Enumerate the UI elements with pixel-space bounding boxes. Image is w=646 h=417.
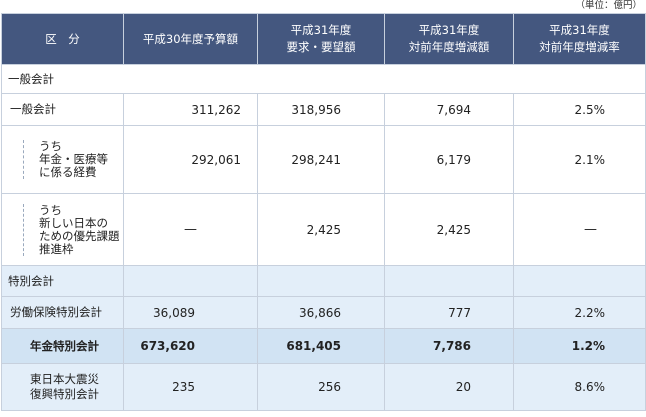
cell-pension-change: 7,786 xyxy=(384,328,514,364)
section-label-general: 一般会計 xyxy=(1,64,646,94)
budget-table: 区 分 平成30年度予算額 平成31年度 要求・要望額 平成31年度 対前年度増… xyxy=(1,13,646,411)
row-label-reconstruction: 東日本大震災 復興特別会計 xyxy=(1,363,124,411)
cell-pension-medical-request: 298,241 xyxy=(257,125,385,194)
cell-pension-rate: 1.2% xyxy=(513,328,646,364)
row-label-pension-medical-cell: うち 年金・医療等 に係る経費 xyxy=(1,125,124,194)
cell-reconstruction-request: 256 xyxy=(257,363,385,411)
row-label-new-japan-cell: うち 新しい日本の ための優先課題 推進枠 xyxy=(1,193,124,266)
cell-general-request: 318,956 xyxy=(257,93,385,126)
section-row-general-account: 一般会計 xyxy=(1,64,646,94)
section-special-empty-4 xyxy=(513,265,646,297)
row-label-general: 一般会計 xyxy=(1,93,124,126)
cell-reconstruction-change: 20 xyxy=(384,363,514,411)
row-label-labor-insurance: 労働保険特別会計 xyxy=(1,296,124,329)
cell-pension-medical-change: 6,179 xyxy=(384,125,514,194)
cell-general-change: 7,694 xyxy=(384,93,514,126)
header-change-rate: 平成31年度 対前年度増減率 xyxy=(513,13,646,65)
cell-general-budget: 311,262 xyxy=(123,93,258,126)
row-label-new-japan: うち 新しい日本の ための優先課題 推進枠 xyxy=(23,203,123,256)
section-row-special-account: 特別会計 xyxy=(1,265,646,297)
cell-general-rate: 2.5% xyxy=(513,93,646,126)
table-header-row: 区 分 平成30年度予算額 平成31年度 要求・要望額 平成31年度 対前年度増… xyxy=(1,13,646,65)
table-row-general-account: 一般会計 311,262 318,956 7,694 2.5% xyxy=(1,93,646,126)
table-row-pension-medical: うち 年金・医療等 に係る経費 292,061 298,241 6,179 2.… xyxy=(1,125,646,194)
header-category: 区 分 xyxy=(1,13,124,65)
cell-reconstruction-budget: 235 xyxy=(123,363,258,411)
table-row-pension-account: 年金特別会計 673,620 681,405 7,786 1.2% xyxy=(1,328,646,364)
section-special-empty-1 xyxy=(123,265,258,297)
table-row-reconstruction: 東日本大震災 復興特別会計 235 256 20 8.6% xyxy=(1,363,646,411)
row-label-pension: 年金特別会計 xyxy=(1,328,124,364)
cell-pension-budget: 673,620 xyxy=(123,328,258,364)
section-special-empty-2 xyxy=(257,265,385,297)
header-budget-h30: 平成30年度予算額 xyxy=(123,13,258,65)
cell-new-japan-request: 2,425 xyxy=(257,193,385,266)
cell-labor-change: 777 xyxy=(384,296,514,329)
section-special-empty-3 xyxy=(384,265,514,297)
cell-pension-request: 681,405 xyxy=(257,328,385,364)
table-row-labor-insurance: 労働保険特別会計 36,089 36,866 777 2.2% xyxy=(1,296,646,329)
cell-new-japan-rate: — xyxy=(513,193,646,266)
cell-labor-budget: 36,089 xyxy=(123,296,258,329)
cell-new-japan-budget: — xyxy=(123,193,258,266)
header-request-h31: 平成31年度 要求・要望額 xyxy=(257,13,385,65)
cell-reconstruction-rate: 8.6% xyxy=(513,363,646,411)
cell-labor-rate: 2.2% xyxy=(513,296,646,329)
cell-pension-medical-rate: 2.1% xyxy=(513,125,646,194)
table-row-new-japan-priority: うち 新しい日本の ための優先課題 推進枠 — 2,425 2,425 — xyxy=(1,193,646,266)
header-change-amount: 平成31年度 対前年度増減額 xyxy=(384,13,514,65)
cell-new-japan-change: 2,425 xyxy=(384,193,514,266)
section-label-special: 特別会計 xyxy=(1,265,124,297)
row-label-pension-medical: うち 年金・医療等 に係る経費 xyxy=(23,140,123,179)
unit-note: （単位：億円） xyxy=(575,0,642,11)
cell-pension-medical-budget: 292,061 xyxy=(123,125,258,194)
cell-labor-request: 36,866 xyxy=(257,296,385,329)
